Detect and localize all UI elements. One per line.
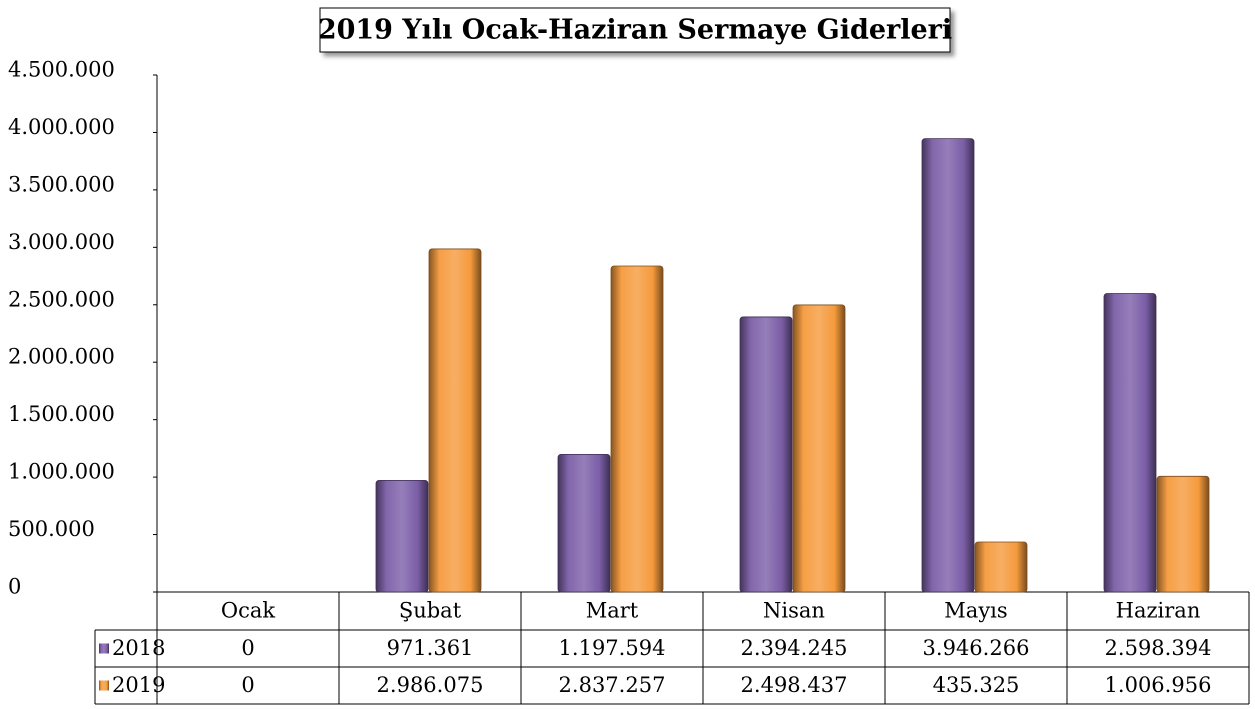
table-value: 2.986.075 [377,673,484,697]
bar [428,248,482,593]
bar [974,541,1028,593]
legend-swatch [99,643,109,654]
table-value: 971.361 [387,636,474,660]
chart-title: 2019 Yılı Ocak-Haziran Sermaye Giderleri [318,15,952,46]
y-tick-label: 3.000.000 [8,230,115,254]
table-value: 0 [241,636,254,660]
y-tick-label: 4.500.000 [8,58,115,82]
table-value: 0 [241,673,254,697]
table-value: 1.006.956 [1105,673,1212,697]
bar [739,316,793,593]
title-box [319,7,951,53]
y-tick-label: 4.000.000 [8,115,115,139]
bar [610,265,664,593]
legend-swatch [99,680,109,691]
table-value: 1.197.594 [559,636,666,660]
y-tick-label: 0 [8,575,21,599]
x-tick-label: Ocak [221,599,275,623]
bar [792,304,846,593]
table-value: 2.837.257 [559,673,666,697]
x-tick-label: Haziran [1116,599,1201,623]
legend-label: 2019 [112,673,165,697]
bar [1156,475,1210,593]
table-value: 3.946.266 [923,636,1030,660]
bar [921,138,975,593]
x-tick-label: Nisan [763,599,825,623]
table-value: 2.394.245 [741,636,848,660]
y-tick-label: 1.500.000 [8,402,115,426]
x-tick-label: Mart [586,599,639,623]
bar [375,480,429,593]
table-value: 2.598.394 [1105,636,1212,660]
y-tick-label: 3.500.000 [8,172,115,196]
x-tick-label: Mayıs [944,599,1007,623]
bar [557,454,611,593]
y-tick-label: 500.000 [8,517,95,541]
x-tick-label: Şubat [399,599,462,623]
table-value: 435.325 [933,673,1020,697]
table-value: 2.498.437 [741,673,848,697]
bar [1103,293,1157,593]
y-tick-label: 1.000.000 [8,460,115,484]
legend-label: 2018 [112,636,165,660]
y-tick-label: 2.000.000 [8,345,115,369]
y-tick-label: 2.500.000 [8,287,115,311]
